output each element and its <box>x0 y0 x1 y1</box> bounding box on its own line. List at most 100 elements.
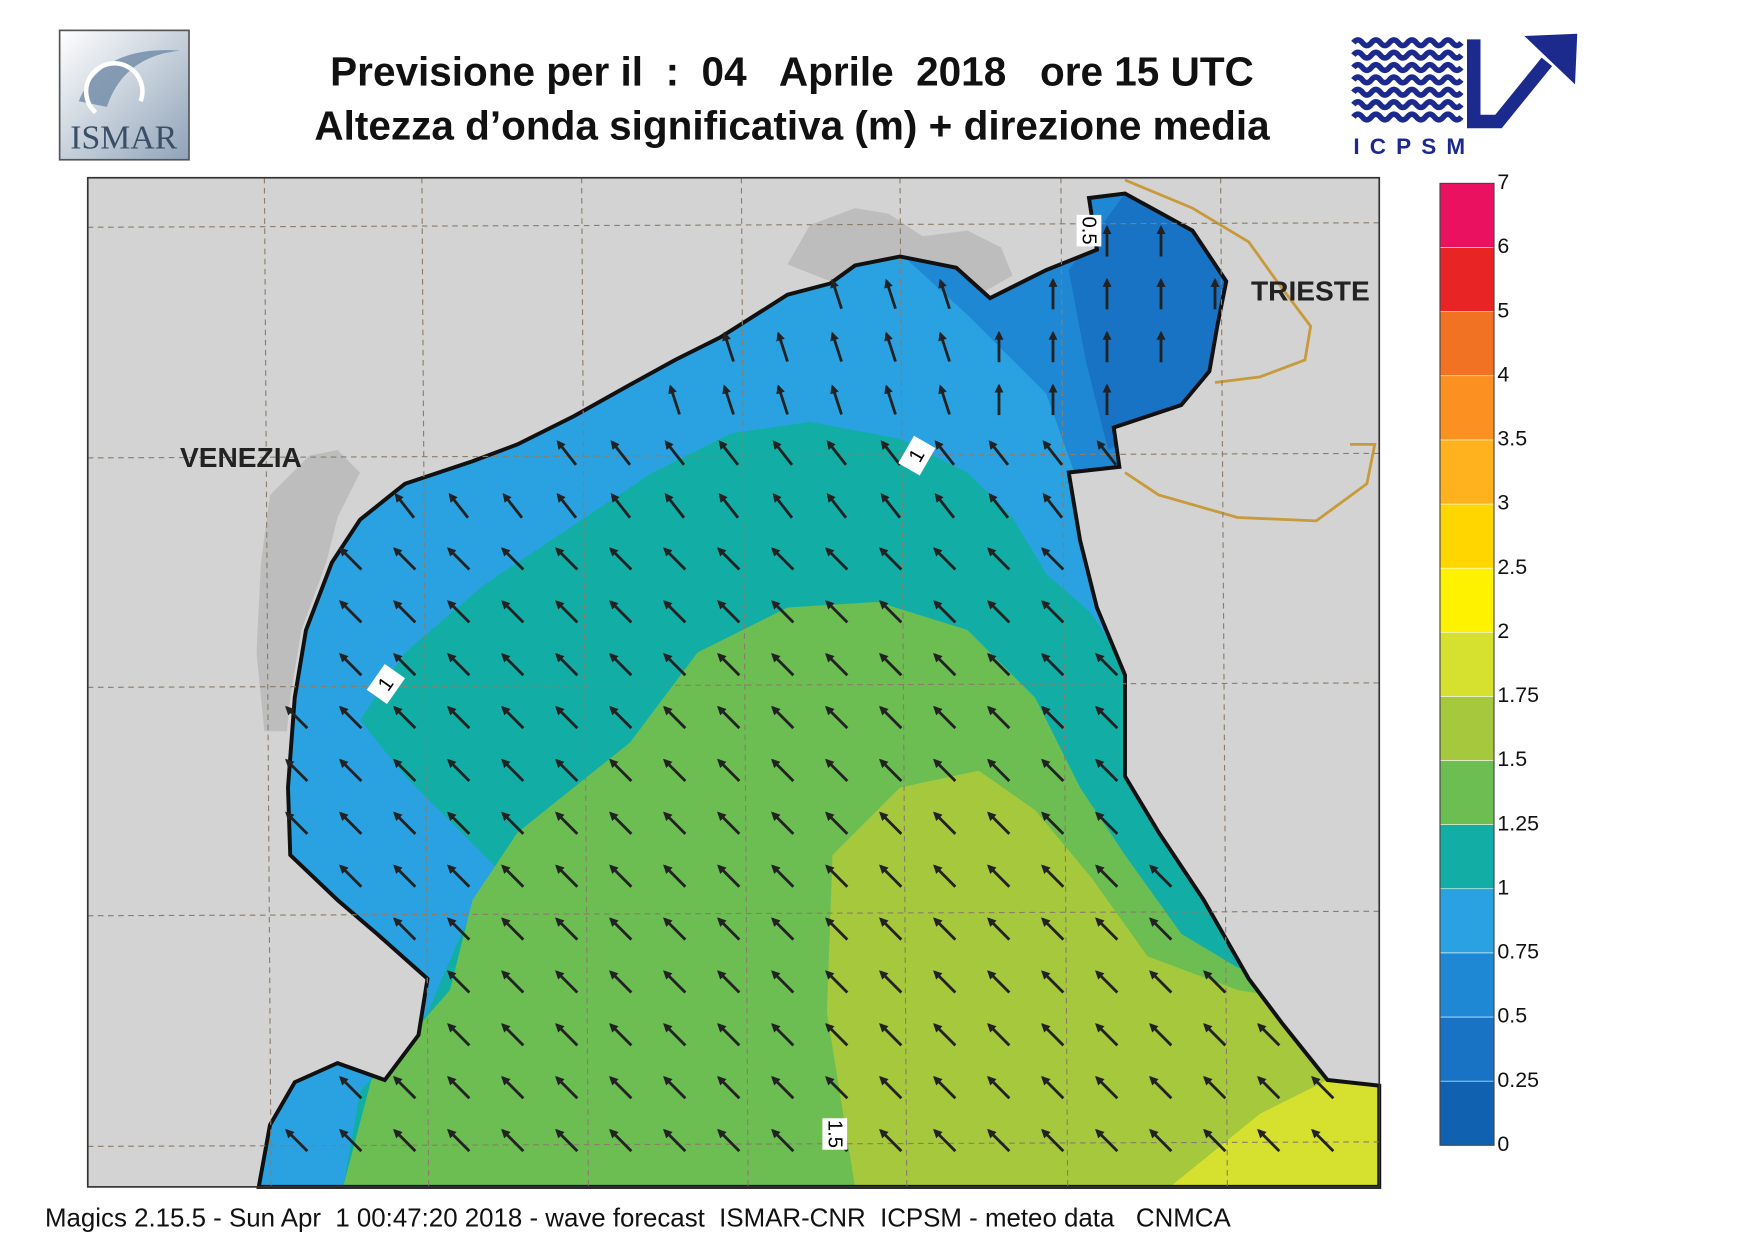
wave-direction-arrow <box>448 492 470 519</box>
colorbar-label: 0.5 <box>1497 1004 1527 1028</box>
wave-direction-arrow <box>879 1023 903 1047</box>
colorbar: 0 0.25 0.5 0.75 1 1.25 1.5 1.75 2 2.5 3 3.5 4 5 6 7 <box>1439 170 1539 1156</box>
wave-direction-arrow <box>987 811 1011 835</box>
wave-direction-arrow <box>1041 811 1065 835</box>
wave-direction-arrow <box>555 811 579 835</box>
wave-direction-arrow <box>555 1023 579 1047</box>
colorbar-segment <box>1439 760 1495 825</box>
graticule <box>263 177 272 1187</box>
wave-direction-arrow <box>339 547 363 571</box>
wave-direction-arrow <box>825 1075 849 1100</box>
wave-direction-arrow <box>1203 1023 1227 1047</box>
wave-direction-arrow <box>1041 1075 1065 1100</box>
wave-direction-arrow <box>825 864 849 888</box>
ismar-logo: ISMAR <box>58 29 190 161</box>
wave-direction-arrow <box>879 1128 903 1153</box>
wave-direction-arrow <box>771 600 795 624</box>
wave-direction-arrow <box>555 1128 579 1153</box>
wave-direction-arrow <box>934 492 956 519</box>
wave-direction-arrow <box>717 652 741 677</box>
icpsm-logo-text: ICPSM <box>1353 134 1475 159</box>
graticule <box>421 177 430 1187</box>
colorbar-label: 4 <box>1497 362 1509 386</box>
colorbar-label: 1.25 <box>1497 811 1539 835</box>
wave-direction-arrow <box>717 758 741 782</box>
wave-direction-arrow <box>1149 1075 1173 1100</box>
ismar-logo-text: ISMAR <box>70 120 177 157</box>
border-line <box>1124 178 1377 523</box>
logo-wave <box>1351 49 1464 61</box>
wave-direction-arrow <box>933 600 957 624</box>
wave-direction-arrow <box>933 917 957 941</box>
wave-direction-arrow <box>1149 1023 1173 1047</box>
wave-direction-arrow <box>1257 1075 1281 1100</box>
wave-direction-arrow <box>501 917 525 941</box>
wave-direction-arrow <box>884 331 897 362</box>
wave-direction-arrow <box>393 652 417 677</box>
wave-direction-arrow <box>825 547 849 571</box>
wave-direction-arrow <box>393 547 417 571</box>
wave-direction-arrow <box>722 384 735 415</box>
logo-wave <box>1351 74 1464 86</box>
place-label: VENEZIA <box>180 442 302 473</box>
wave-direction-arrow <box>933 705 957 730</box>
wave-direction-arrow <box>825 652 849 677</box>
contour-label: 1.5 <box>823 1120 845 1148</box>
wave-direction-arrow <box>1095 652 1119 677</box>
colorbar-label: 0 <box>1497 1132 1509 1156</box>
wave-direction-arrow <box>718 440 740 466</box>
wave-direction-arrow <box>555 600 579 624</box>
wave-direction-arrow <box>1041 970 1065 994</box>
wave-direction-arrow <box>393 1075 417 1100</box>
colorbar-segment <box>1439 1080 1495 1146</box>
contour-label-bg <box>366 664 406 704</box>
wave-direction-arrow <box>1041 864 1065 888</box>
wave-direction-arrow <box>393 1128 417 1153</box>
wave-direction-arrow <box>1095 758 1119 782</box>
wave-direction-arrow <box>772 440 794 466</box>
wave-direction-arrow <box>717 1075 741 1100</box>
wave-direction-arrow <box>501 758 525 782</box>
wave-direction-arrow <box>663 758 687 782</box>
wave-direction-arrow <box>1041 547 1065 571</box>
wave-direction-arrow <box>393 864 417 888</box>
graticule <box>740 177 749 1187</box>
wave-direction-arrow <box>771 652 795 677</box>
wave-direction-arrow <box>447 1128 471 1153</box>
wave-direction-arrow <box>825 758 849 782</box>
wave-direction-arrow <box>609 1023 633 1047</box>
wave-direction-arrow <box>1257 1128 1281 1153</box>
wave-direction-arrow <box>879 705 903 730</box>
wave-direction-arrow <box>771 1023 795 1047</box>
wave-direction-arrow <box>609 917 633 941</box>
icpsm-logo: ICPSM <box>1351 33 1578 159</box>
colorbar-label: 0.25 <box>1497 1068 1539 1092</box>
wave-direction-arrow <box>1095 970 1119 994</box>
lagoon <box>256 450 360 732</box>
wave-direction-arrow <box>339 1075 363 1100</box>
logo-wave <box>1351 99 1464 111</box>
wave-direction-arrow <box>771 970 795 994</box>
wave-direction-arrow <box>663 811 687 835</box>
colorbar-segment <box>1439 183 1495 248</box>
wave-direction-arrow <box>879 547 903 571</box>
wave-direction-arrow <box>987 1128 1011 1153</box>
wave-direction-arrow <box>393 811 417 835</box>
colorbar-segment <box>1439 824 1495 890</box>
wave-direction-arrow <box>394 492 416 519</box>
colorbar-segment <box>1439 567 1495 633</box>
colorbar-label: 3.5 <box>1497 427 1527 451</box>
wave-direction-arrow <box>987 652 1011 677</box>
wave-direction-arrow <box>447 864 471 888</box>
wave-direction-arrow <box>933 1023 957 1047</box>
wave-direction-arrow <box>447 970 471 994</box>
contour-label-bg <box>822 1118 848 1150</box>
wave-direction-arrow <box>1311 1075 1335 1100</box>
contour-label-group: 1.5 <box>822 1118 848 1150</box>
colorbar-label: 2.5 <box>1497 555 1527 579</box>
wave-direction-arrow <box>933 547 957 571</box>
wave-direction-arrow <box>555 705 579 730</box>
wave-direction-arrow <box>717 705 741 730</box>
wave-direction-arrow <box>1095 1075 1119 1100</box>
wave-direction-arrow <box>933 970 957 994</box>
